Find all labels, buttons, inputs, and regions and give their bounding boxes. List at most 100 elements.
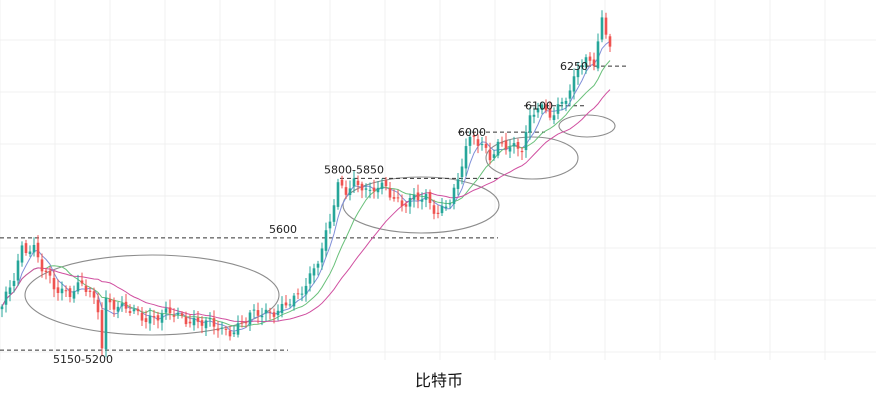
candle (48, 266, 52, 284)
candle (348, 180, 352, 201)
candle (4, 286, 8, 313)
candle (216, 320, 220, 338)
candle (392, 189, 396, 202)
candle (60, 281, 64, 301)
candle (220, 321, 224, 335)
candle (84, 279, 88, 297)
candle (120, 296, 124, 312)
candle (12, 273, 16, 293)
candle (584, 54, 588, 74)
candle (308, 266, 312, 292)
candle (424, 189, 428, 208)
candle (452, 184, 456, 210)
consolidation-ellipses (24, 114, 616, 336)
candle (244, 317, 248, 328)
candle (436, 205, 440, 219)
consolidation-ellipse (485, 136, 579, 180)
candle (344, 180, 348, 199)
candle (32, 237, 36, 257)
candle (28, 245, 32, 257)
candle (72, 285, 76, 303)
candle (40, 253, 44, 278)
candle (488, 142, 492, 165)
candle (24, 239, 28, 256)
candle (464, 138, 468, 177)
candle (232, 325, 236, 338)
candle (248, 310, 252, 332)
candle (128, 304, 132, 316)
consolidation-ellipse (558, 114, 616, 138)
candle (240, 315, 244, 328)
candle (124, 293, 128, 313)
candle (600, 10, 604, 43)
candle (0, 304, 4, 318)
candle (156, 311, 160, 329)
candle (496, 138, 500, 159)
candle (164, 301, 168, 320)
candle (480, 136, 484, 151)
candle (432, 199, 436, 220)
candle (560, 97, 564, 111)
candle (68, 285, 72, 303)
candle (476, 134, 480, 154)
candle (544, 99, 548, 114)
candlestick-series (0, 10, 612, 358)
candle (76, 274, 80, 295)
ma-long-line (1, 89, 611, 323)
candle (468, 131, 472, 154)
candle (604, 12, 608, 39)
candle (44, 267, 48, 280)
candle (440, 198, 444, 216)
candle (492, 149, 496, 161)
candle (504, 132, 508, 155)
candle (400, 194, 404, 212)
candle (108, 293, 112, 311)
candle (172, 308, 176, 323)
candle (364, 183, 368, 198)
candle (96, 293, 100, 320)
candle (304, 277, 308, 302)
candle (352, 171, 356, 193)
candle (16, 253, 20, 286)
candle (520, 146, 524, 161)
candle (280, 296, 284, 318)
level-labels: 5150-5200 5600 5800-5850 6000 6100 6250 (53, 60, 588, 366)
candle (316, 260, 320, 276)
candle (340, 175, 344, 189)
candle (360, 181, 364, 199)
candle (64, 285, 68, 298)
candle (408, 193, 412, 214)
candle (256, 302, 260, 324)
candle (332, 199, 336, 227)
candle (276, 304, 280, 321)
candle (572, 68, 576, 100)
candle (140, 307, 144, 326)
candle (176, 307, 180, 319)
candle (284, 294, 288, 309)
candle (524, 125, 528, 158)
candle (188, 314, 192, 328)
candle (460, 158, 464, 185)
candle (512, 136, 516, 154)
candle (36, 235, 40, 263)
candle (372, 179, 376, 199)
candle (368, 182, 372, 199)
candle (588, 52, 592, 67)
candle (568, 84, 572, 107)
candle (180, 311, 184, 319)
candle (516, 138, 520, 157)
candle (356, 175, 360, 193)
candle (336, 178, 340, 210)
candle (80, 272, 84, 287)
candle (404, 201, 408, 214)
candle (152, 309, 156, 326)
candle (380, 178, 384, 195)
level-label: 6250 (560, 60, 588, 73)
chart-title: 比特币 (415, 371, 463, 390)
candle (472, 132, 476, 145)
candle (548, 101, 552, 121)
candle (88, 286, 92, 298)
candle (268, 307, 272, 320)
candle (204, 317, 208, 336)
candle (112, 297, 116, 317)
